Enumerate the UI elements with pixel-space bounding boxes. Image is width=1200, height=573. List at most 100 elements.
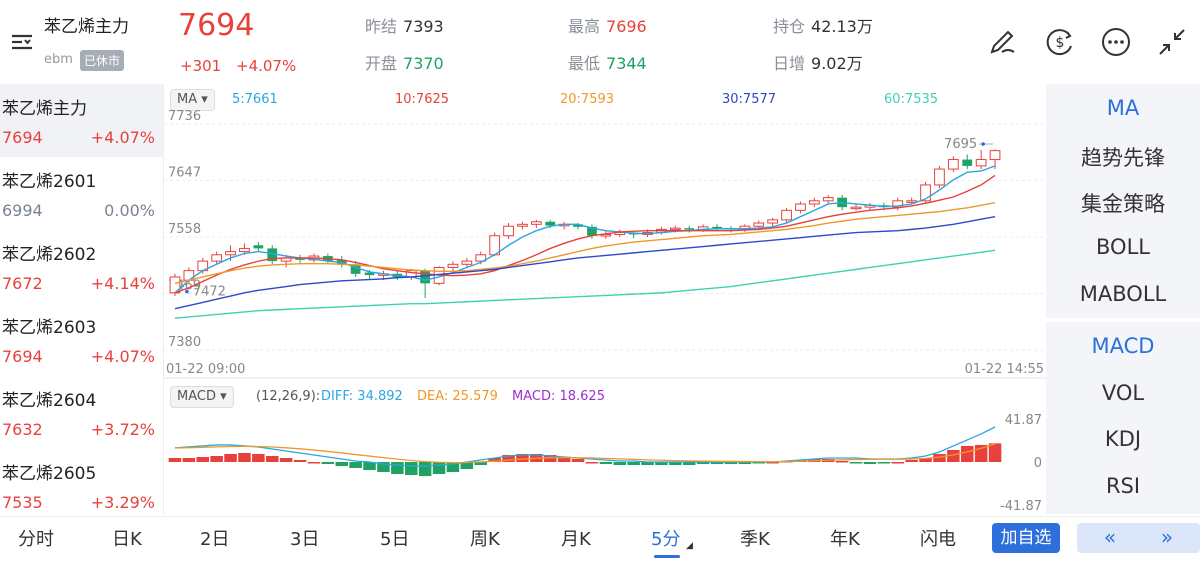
instrument-code: ebm	[44, 52, 73, 67]
candle-body	[684, 228, 695, 230]
contract-name: 苯乙烯2601	[2, 172, 97, 192]
ma-selector[interactable]: MA ▾	[170, 89, 215, 111]
add-favorite-button[interactable]: 加自选	[992, 523, 1060, 553]
indicator-panel: MA 趋势先锋 集金策略 BOLL MABOLL MACD VOL KDJ RS…	[1046, 84, 1200, 514]
ma-line	[174, 249, 996, 319]
ma30-value: 30:7577	[722, 92, 777, 107]
macd-selector[interactable]: MACD ▾	[170, 386, 234, 408]
time-start-label: 01-22 09:00	[166, 362, 245, 377]
tab-lightning[interactable]: 闪电	[920, 529, 956, 550]
indicator-kdj[interactable]: KDJ	[1104, 427, 1142, 451]
candle-body	[753, 222, 765, 227]
ma-line	[174, 174, 996, 294]
next-contract-button[interactable]: »	[1134, 523, 1200, 553]
stat-prev-settle: 昨结 7393	[365, 17, 444, 36]
macd-histogram-bar	[613, 462, 627, 466]
contract-item[interactable]: 苯乙烯2603 7694 +4.07%	[0, 303, 163, 376]
price-tick-label: 7558	[168, 222, 201, 237]
macd-value: MACD: 18.625	[512, 389, 605, 404]
candle-body	[225, 251, 236, 256]
tab-5day[interactable]: 5日	[380, 529, 410, 550]
candle-body	[822, 197, 834, 202]
tab-weekly[interactable]: 周K	[470, 529, 500, 550]
tab-3day[interactable]: 3日	[290, 529, 320, 550]
candle-body	[295, 257, 305, 260]
indicator-ma[interactable]: MA	[1106, 96, 1140, 120]
indicator-strategy[interactable]: 集金策略	[1081, 192, 1165, 216]
macd-histogram-bar	[960, 445, 974, 462]
min-price-dot	[185, 289, 189, 294]
macd-histogram-bar	[363, 462, 376, 471]
macd-histogram-bar	[265, 455, 279, 462]
macd-params: (12,26,9):	[256, 389, 321, 404]
tab-2day[interactable]: 2日	[200, 529, 230, 550]
candle-body	[781, 209, 792, 221]
macd-histogram-bar	[655, 462, 668, 466]
macd-histogram-bar	[947, 449, 960, 462]
macd-histogram-bar	[502, 454, 515, 462]
candle-body	[920, 184, 931, 202]
collapse-icon[interactable]	[1154, 24, 1190, 60]
macd-histogram-bar	[252, 453, 265, 462]
macd-histogram-bar	[710, 462, 724, 465]
contract-item[interactable]: 苯乙烯主力 7694 +4.07%	[0, 84, 163, 157]
indicator-maboll[interactable]: MABOLL	[1079, 282, 1167, 306]
macd-histogram-bar	[738, 462, 752, 465]
candle-body	[712, 226, 722, 229]
prev-contract-button[interactable]: «	[1077, 523, 1143, 553]
candle-body	[503, 225, 514, 237]
min-price-label: 7472	[193, 285, 226, 300]
macd-histogram-bar	[293, 459, 307, 462]
candle-body	[517, 223, 528, 227]
quote-header: 苯乙烯主力 ebm 已休市 7694 +301 +4.07% 昨结 7393 最高…	[0, 0, 1200, 84]
indicator-vol[interactable]: VOL	[1101, 381, 1145, 405]
macd-tick-label: 0	[1034, 456, 1042, 471]
chart-area[interactable]: MA ▾ 5:7661 10:7625 20:7593 30:7577 60:7…	[163, 84, 1046, 514]
candle-body	[239, 247, 250, 253]
contract-item[interactable]: 苯乙烯2605 7535 +3.29%	[0, 449, 163, 522]
contract-pct: +3.72%	[90, 420, 155, 439]
macd-histogram-bar	[307, 462, 321, 464]
candle-body	[530, 221, 542, 225]
candle-body	[364, 272, 375, 276]
price-tick-label: 7380	[168, 335, 201, 350]
tab-monthly[interactable]: 月K	[561, 529, 591, 550]
contract-item[interactable]: 苯乙烯2602 7672 +4.14%	[0, 230, 163, 303]
macd-histogram-bar	[391, 462, 404, 475]
menu-icon[interactable]	[8, 28, 36, 56]
macd-histogram-bar	[766, 462, 779, 464]
macd-histogram-bar	[418, 462, 432, 477]
market-status-badge: 已休市	[80, 50, 125, 71]
contract-name: 苯乙烯2603	[2, 318, 97, 338]
indicator-boll[interactable]: BOLL	[1096, 235, 1150, 259]
macd-histogram-bar	[196, 456, 210, 462]
candle-body	[947, 159, 959, 170]
more-icon[interactable]	[1098, 24, 1134, 60]
price-tick-label: 7647	[168, 166, 201, 181]
currency-icon[interactable]: $	[1042, 24, 1078, 60]
contract-pct: +4.07%	[90, 347, 155, 366]
contract-item[interactable]: 苯乙烯2601 6994 0.00%	[0, 157, 163, 230]
price-change: +301	[180, 57, 222, 75]
draw-icon[interactable]	[984, 24, 1020, 60]
tab-5min[interactable]: 5分	[651, 529, 681, 550]
indicator-trend[interactable]: 趋势先锋	[1081, 146, 1165, 170]
indicator-rsi[interactable]: RSI	[1105, 474, 1141, 498]
contract-pct: +4.14%	[90, 274, 155, 293]
macd-histogram-bar	[238, 452, 251, 462]
candle-body	[795, 203, 806, 211]
contract-item[interactable]: 苯乙烯2604 7632 +3.72%	[0, 376, 163, 449]
tab-daily[interactable]: 日K	[112, 529, 142, 550]
indicator-macd[interactable]: MACD	[1091, 334, 1155, 358]
contract-name: 苯乙烯2604	[2, 391, 97, 411]
macd-histogram-bar	[988, 443, 1002, 462]
ma-line	[174, 202, 996, 285]
tab-quarterly[interactable]: 季K	[740, 529, 770, 550]
tab-intraday[interactable]: 分时	[18, 529, 54, 550]
macd-histogram-bar	[905, 459, 918, 462]
contract-name: 苯乙烯2602	[2, 245, 97, 265]
macd-histogram-bar	[669, 462, 682, 466]
tab-yearly[interactable]: 年K	[830, 529, 860, 550]
macd-histogram-bar	[641, 462, 654, 466]
candle-body	[573, 224, 583, 227]
